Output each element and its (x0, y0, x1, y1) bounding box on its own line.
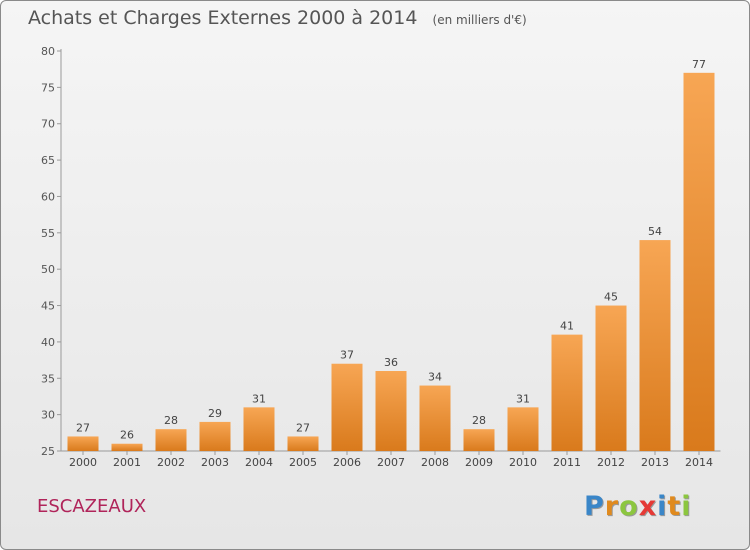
data-label: 77 (692, 58, 706, 71)
data-label: 34 (428, 371, 442, 384)
y-tick-label: 80 (41, 45, 55, 58)
bar (331, 363, 363, 451)
bar (111, 443, 143, 451)
x-tick-label: 2008 (421, 456, 449, 469)
x-tick-label: 2001 (113, 456, 141, 469)
y-tick-label: 40 (41, 336, 55, 349)
logo-letter: r (604, 491, 620, 522)
y-tick-label: 70 (41, 118, 55, 131)
data-label: 31 (252, 392, 266, 405)
x-tick-label: 2000 (69, 456, 97, 469)
bar (551, 334, 583, 451)
commune-name: ESCAZEAUX (37, 496, 147, 517)
logo-letter: i (681, 491, 692, 522)
chart-unit: (en milliers d'€) (432, 13, 527, 27)
x-tick-label: 2005 (289, 456, 317, 469)
y-tick-label: 55 (41, 227, 55, 240)
data-label: 45 (604, 291, 618, 304)
y-tick-label: 30 (41, 409, 55, 422)
data-label: 26 (120, 429, 134, 442)
x-tick-label: 2012 (597, 456, 625, 469)
x-tick-label: 2004 (245, 456, 273, 469)
bar (507, 407, 539, 451)
x-tick-label: 2013 (641, 456, 669, 469)
bar (683, 72, 715, 452)
bar (243, 407, 275, 451)
logo-letter: o (619, 491, 639, 522)
x-tick-label: 2007 (377, 456, 405, 469)
bar (639, 240, 671, 451)
x-tick-label: 2011 (553, 456, 581, 469)
proxiti-logo: Proxiti (584, 491, 692, 522)
logo-letter: P (584, 491, 605, 522)
bar (375, 371, 407, 451)
x-tick-label: 2002 (157, 456, 185, 469)
data-label: 37 (340, 349, 354, 362)
title-line: Achats et Charges Externes 2000 à 2014 (… (28, 7, 527, 29)
y-tick-label: 50 (41, 263, 55, 276)
bar (199, 421, 231, 451)
data-label: 41 (560, 320, 574, 333)
bar (155, 429, 187, 451)
x-tick-label: 2010 (509, 456, 537, 469)
data-label: 27 (296, 421, 310, 434)
bar (595, 305, 627, 451)
bar (287, 436, 319, 451)
data-label: 28 (164, 414, 178, 427)
data-label: 29 (208, 407, 222, 420)
x-tick-label: 2003 (201, 456, 229, 469)
bar (67, 436, 99, 451)
y-tick-label: 45 (41, 300, 55, 313)
y-tick-label: 65 (41, 154, 55, 167)
x-tick-label: 2014 (685, 456, 713, 469)
data-label: 54 (648, 225, 662, 238)
x-tick-label: 2009 (465, 456, 493, 469)
bar (419, 385, 451, 451)
data-label: 27 (76, 421, 90, 434)
y-tick-label: 35 (41, 372, 55, 385)
chart-title: Achats et Charges Externes 2000 à 2014 (28, 7, 418, 29)
logo-letter: t (667, 491, 682, 522)
data-label: 31 (516, 392, 530, 405)
y-tick-label: 75 (41, 81, 55, 94)
logo-letter: x (638, 491, 658, 522)
y-tick-label: 25 (41, 445, 55, 458)
logo-letter: i (657, 491, 668, 522)
x-tick-label: 2006 (333, 456, 361, 469)
bar (463, 429, 495, 451)
y-tick-label: 60 (41, 190, 55, 203)
data-label: 36 (384, 356, 398, 369)
data-label: 28 (472, 414, 486, 427)
